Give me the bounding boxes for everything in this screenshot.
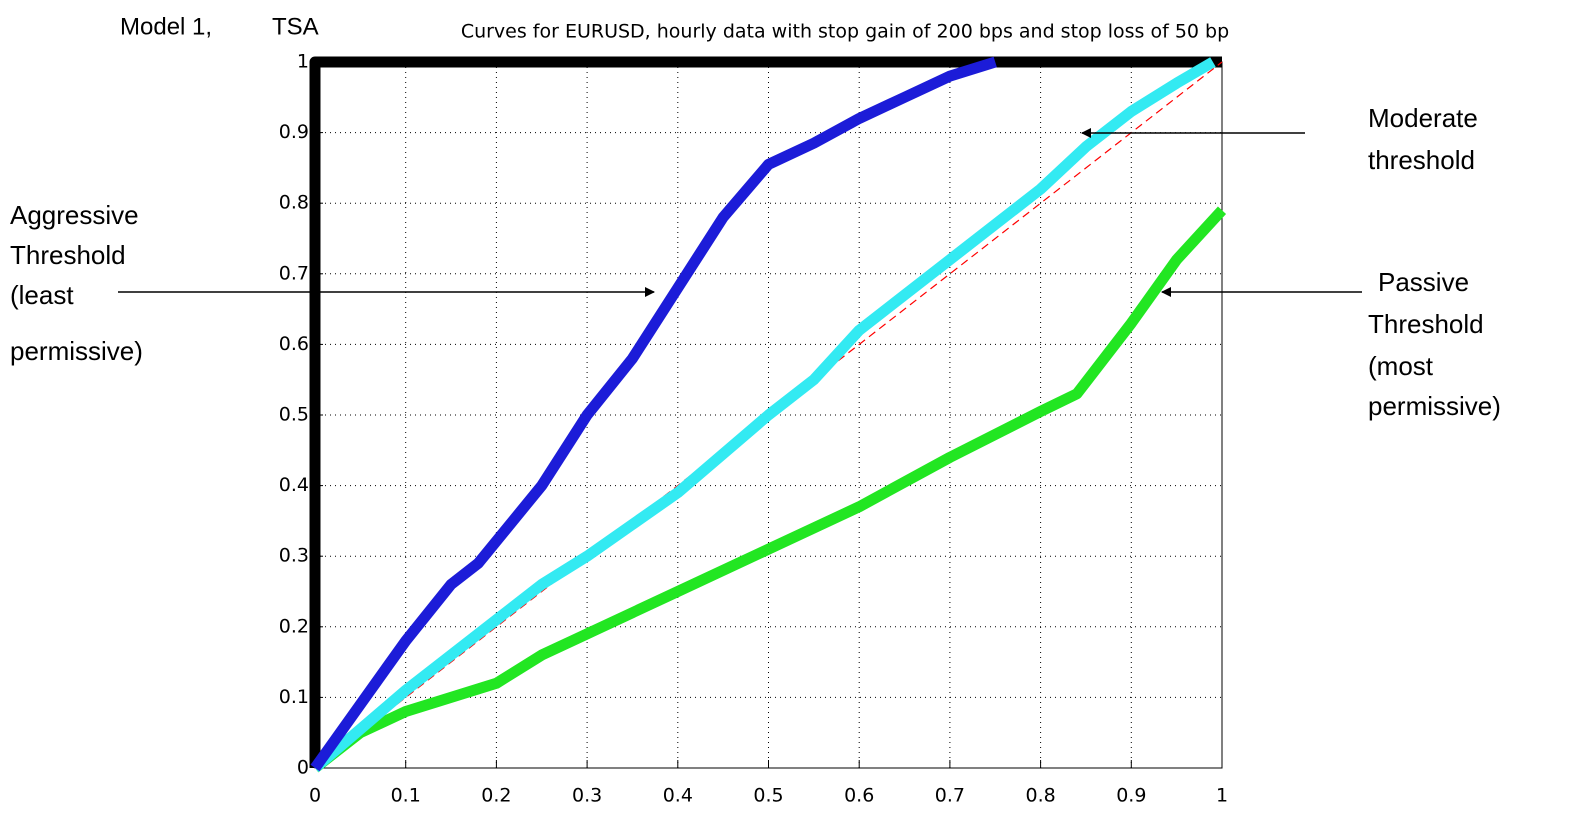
annotation: Passive bbox=[1378, 267, 1469, 297]
y-tick-label: 0.4 bbox=[279, 474, 309, 496]
series-line bbox=[310, 56, 997, 772]
y-tick-label: 0.7 bbox=[279, 262, 309, 284]
x-tick-label: 0.8 bbox=[1025, 785, 1055, 807]
annotation: Aggressive bbox=[10, 200, 139, 230]
x-tick-label: 0 bbox=[309, 785, 321, 807]
y-tick-label: 0.1 bbox=[279, 686, 309, 708]
x-tick-label: 0.4 bbox=[663, 785, 693, 807]
x-tick-label: 0.5 bbox=[753, 785, 783, 807]
annotation: (least bbox=[10, 280, 74, 310]
annotation: threshold bbox=[1368, 145, 1475, 175]
lines bbox=[309, 56, 1227, 773]
annotation: (most bbox=[1368, 351, 1434, 381]
y-tick-label: 0.6 bbox=[279, 333, 309, 355]
annotation: Threshold bbox=[1368, 309, 1484, 339]
y-tick-label: 0 bbox=[297, 757, 309, 779]
y-tick-label: 0.2 bbox=[279, 615, 309, 637]
chart-title: Curves for EURUSD, hourly data with stop… bbox=[461, 21, 1229, 43]
x-tick-label: 0.2 bbox=[481, 785, 511, 807]
method-label: TSA bbox=[272, 13, 319, 40]
series-line bbox=[309, 56, 1222, 768]
x-tick-label: 1 bbox=[1216, 785, 1228, 807]
model-label: Model 1, bbox=[120, 13, 212, 40]
y-tick-label: 0.9 bbox=[279, 121, 309, 143]
series-line bbox=[311, 57, 1216, 773]
x-tick-label: 0.7 bbox=[935, 785, 965, 807]
annotation: permissive) bbox=[1368, 391, 1501, 421]
x-tick-label: 0.3 bbox=[572, 785, 602, 807]
series-line bbox=[311, 206, 1227, 773]
y-tick-label: 0.5 bbox=[279, 404, 309, 426]
annotation: Threshold bbox=[10, 240, 126, 270]
annotation: permissive) bbox=[10, 336, 143, 366]
x-tick-label: 0.6 bbox=[844, 785, 874, 807]
y-tick-label: 0.8 bbox=[279, 192, 309, 214]
y-tick-label: 0.3 bbox=[279, 545, 309, 567]
y-tick-label: 1 bbox=[297, 51, 309, 73]
annotation: Moderate bbox=[1368, 103, 1478, 133]
x-tick-label: 0.9 bbox=[1116, 785, 1146, 807]
x-tick-label: 0.1 bbox=[391, 785, 421, 807]
